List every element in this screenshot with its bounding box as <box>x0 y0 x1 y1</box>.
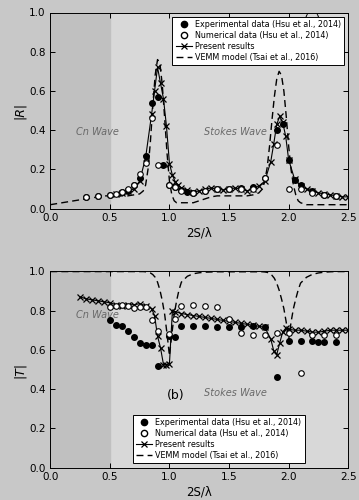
Text: Stokes Wave: Stokes Wave <box>204 388 266 398</box>
Y-axis label: |T|: |T| <box>13 362 26 378</box>
Legend: Experimental data (Hsu et al., 2014), Numerical data (Hsu et al., 2014), Present: Experimental data (Hsu et al., 2014), Nu… <box>133 415 304 464</box>
Text: Cn Wave: Cn Wave <box>76 310 120 320</box>
Text: Stokes Wave: Stokes Wave <box>204 127 266 137</box>
X-axis label: 2S/λ: 2S/λ <box>186 485 212 498</box>
X-axis label: 2S/λ: 2S/λ <box>186 226 212 239</box>
Text: (a): (a) <box>304 14 321 28</box>
Bar <box>50 12 110 208</box>
Text: Cn Wave: Cn Wave <box>76 127 120 137</box>
Bar <box>50 272 110 468</box>
Text: (b): (b) <box>167 389 184 402</box>
Y-axis label: |R|: |R| <box>13 102 26 119</box>
Legend: Experimental data (Hsu et al., 2014), Numerical data (Hsu et al., 2014), Present: Experimental data (Hsu et al., 2014), Nu… <box>172 16 344 65</box>
